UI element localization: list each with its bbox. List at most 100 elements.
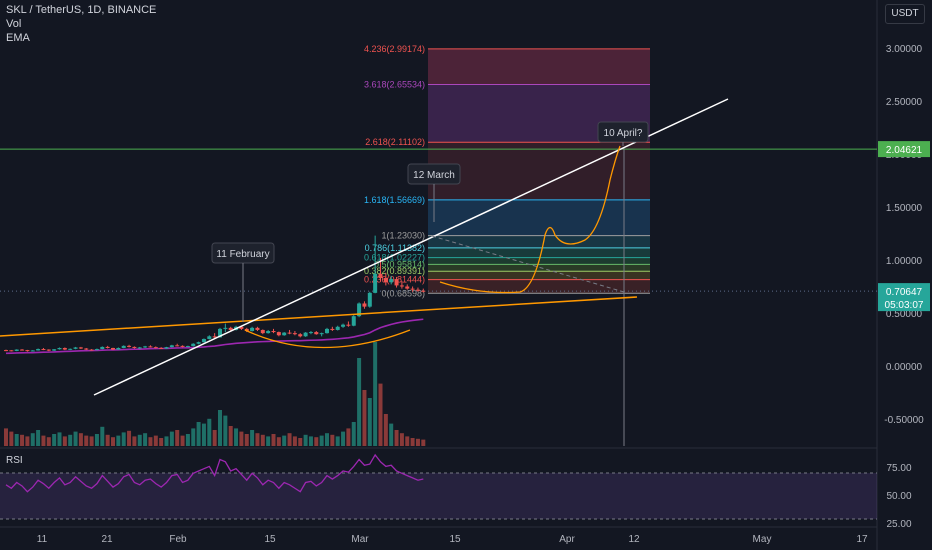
volume-bar [410, 438, 415, 446]
volume-bar [36, 430, 41, 446]
volume-bar [260, 434, 265, 446]
fib-zone [428, 271, 650, 280]
candle-body [30, 350, 35, 352]
candle-body [415, 289, 420, 291]
volume-bar [362, 390, 367, 446]
volume-bar [25, 436, 30, 446]
time-tick-label: May [753, 534, 772, 545]
candle-body [57, 347, 62, 350]
volume-bar [325, 433, 329, 446]
candle-body [383, 278, 388, 283]
candle-body [132, 346, 137, 348]
fib-level-label: 0.786(1.11382) [365, 243, 425, 253]
fib-zone [428, 199, 650, 236]
symbol-title[interactable]: SKL / TetherUS, 1D, BINANCE [6, 4, 157, 16]
fib-level-label: 4.236(2.99174) [364, 44, 425, 54]
candle-body [260, 329, 265, 334]
volume-bar [191, 428, 196, 446]
price-tick-label: 1.00000 [886, 256, 923, 267]
volume-bar [9, 431, 14, 446]
volume-indicator-label[interactable]: Vol [6, 18, 22, 30]
time-tick-label: 15 [264, 534, 276, 545]
fib-zone [428, 48, 650, 85]
volume-bar [250, 430, 255, 446]
volume-bar [73, 431, 78, 446]
rsi-line [5, 453, 424, 493]
candle-body [4, 350, 8, 352]
candle-body [105, 346, 110, 348]
time-tick-label: Feb [169, 534, 187, 545]
candle-body [25, 350, 30, 352]
time-tick-label: 21 [101, 534, 113, 545]
volume-bar [121, 432, 126, 446]
candle-body [362, 303, 367, 307]
time-tick-label: Mar [351, 534, 369, 545]
candle-body [250, 327, 255, 332]
candle-body [255, 327, 260, 330]
candle-body [228, 327, 233, 330]
fib-level-label: 3.618(2.65534) [364, 80, 425, 90]
current-price-tag [878, 283, 930, 312]
candle-body [212, 336, 217, 338]
rsi-band [0, 473, 877, 519]
candle-body [116, 347, 121, 350]
rsi-tick-label: 50.00 [886, 491, 911, 502]
candle-body [346, 324, 351, 326]
volume-bar [143, 433, 148, 446]
fib-level-label: 1(1.23030) [381, 231, 425, 241]
candle-body [389, 279, 394, 283]
time-tick-label: 15 [449, 534, 461, 545]
candle-body [378, 273, 383, 279]
candle-body [223, 327, 228, 329]
volume-bar [394, 430, 399, 446]
horizontal-price-label: 2.04621 [886, 145, 923, 156]
annotation-11-february: 11 February [216, 249, 269, 260]
volume-bar [330, 434, 335, 446]
volume-bar [266, 436, 271, 446]
candle-body [271, 331, 276, 333]
volume-bar [68, 434, 73, 446]
candle-body [100, 346, 105, 350]
volume-bar [52, 434, 57, 446]
fib-level-label: 0.5(0.95814) [374, 259, 425, 269]
fib-zone [428, 142, 650, 200]
volume-bar [105, 434, 110, 446]
volume-bar [116, 435, 121, 446]
candle-body [405, 286, 410, 289]
volume-bar [383, 414, 388, 446]
volume-bar [292, 436, 297, 446]
volume-bar [4, 428, 8, 446]
volume-bar [94, 434, 99, 446]
volume-bar [367, 398, 372, 446]
price-tick-label: 1.50000 [886, 203, 923, 214]
candle-body [341, 324, 346, 327]
volume-bar [89, 436, 94, 446]
fib-level-label: 1.618(1.56669) [364, 195, 425, 205]
candle-body [127, 345, 132, 347]
candle-body [191, 343, 196, 347]
volume-bar [164, 436, 169, 446]
ema-indicator-label[interactable]: EMA [6, 32, 30, 44]
candle-body [62, 347, 67, 350]
volume-bar [239, 431, 244, 446]
candle-body [303, 332, 308, 337]
candle-body [164, 347, 169, 349]
currency-button[interactable]: USDT [885, 4, 925, 24]
volume-bar [421, 439, 426, 446]
volume-bar [319, 435, 324, 446]
candle-body [89, 349, 94, 351]
volume-bar [218, 410, 222, 446]
volume-bar [389, 423, 394, 446]
volume-bar [78, 433, 83, 446]
fib-level-label: 2.618(2.11102) [365, 137, 425, 147]
candle-body [73, 347, 78, 349]
candle-body [196, 342, 201, 344]
volume-bar [314, 437, 319, 446]
time-tick-label: 11 [37, 534, 48, 545]
candle-body [325, 328, 329, 334]
volume-bar [111, 437, 115, 446]
volume-bar [415, 438, 420, 446]
candle-body [41, 349, 46, 351]
volume-bar [373, 342, 378, 446]
